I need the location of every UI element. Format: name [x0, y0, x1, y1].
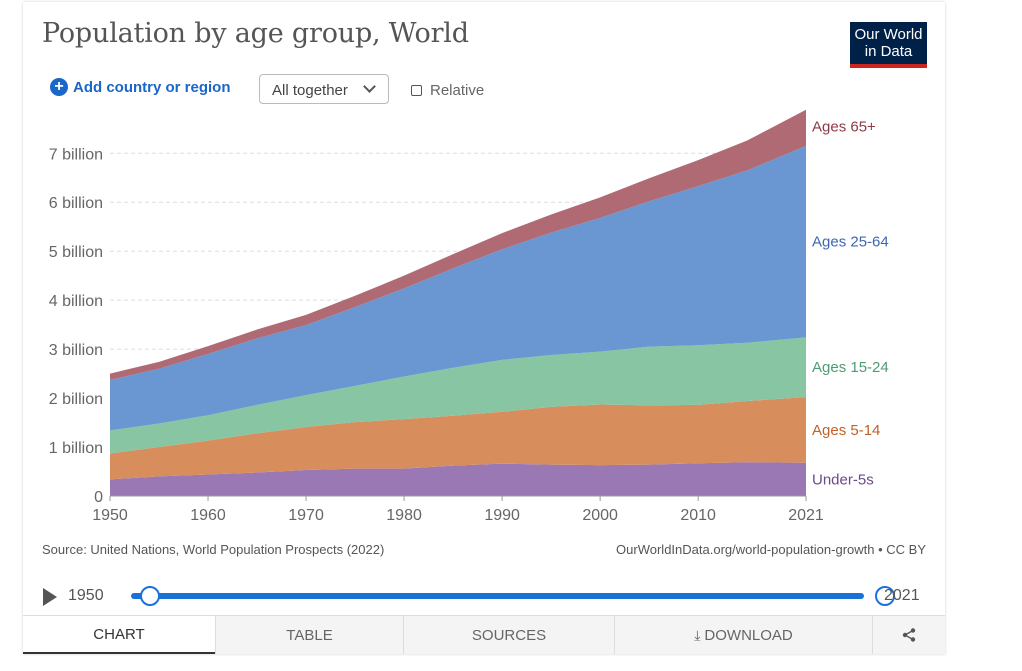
tab-sources-label: SOURCES: [471, 626, 547, 644]
y-tick-label: 7 billion: [49, 146, 103, 163]
tab-bar: CHART TABLE SOURCES ⤓ DOWNLOAD: [23, 615, 945, 654]
stacking-select[interactable]: All together: [259, 74, 389, 104]
y-tick-label: 4 billion: [49, 293, 103, 310]
logo-line-2: in Data: [864, 43, 913, 60]
x-tick-label: 2000: [582, 507, 618, 524]
series-label: Ages 5-14: [812, 422, 880, 439]
download-icon: ⤓: [694, 626, 701, 643]
tab-chart[interactable]: CHART: [23, 616, 215, 654]
x-tick-label: 2021: [788, 507, 824, 524]
tab-download[interactable]: ⤓ DOWNLOAD: [614, 616, 872, 654]
relative-checkbox[interactable]: [411, 85, 422, 96]
add-country-button[interactable]: + Add country or region: [50, 78, 231, 96]
tab-chart-label: CHART: [93, 625, 145, 643]
x-tick-label: 1970: [288, 507, 324, 524]
y-tick-label: 6 billion: [49, 195, 103, 212]
timeline-start-handle[interactable]: [140, 586, 160, 606]
relative-label: Relative: [430, 82, 485, 99]
series-label: Under-5s: [812, 471, 874, 488]
owid-logo[interactable]: Our World in Data: [850, 22, 927, 68]
add-country-label: Add country or region: [73, 78, 231, 96]
tab-table-label: TABLE: [286, 626, 333, 644]
share-button[interactable]: [872, 616, 945, 654]
timeline-start-year: 1950: [68, 587, 104, 604]
source-url-link[interactable]: OurWorldInData.org/world-population-grow…: [616, 542, 926, 557]
y-tick-label: 2 billion: [49, 391, 103, 408]
series-label: Ages 25-64: [812, 234, 889, 251]
plus-circle-icon: +: [50, 78, 68, 96]
area-ages-25-64: [110, 145, 806, 431]
x-tick-label: 1980: [386, 507, 422, 524]
y-tick-label: 0: [94, 489, 103, 506]
y-tick-label: 1 billion: [49, 440, 103, 457]
stacking-select-value: All together: [272, 82, 348, 99]
x-tick-label: 1960: [190, 507, 226, 524]
tab-download-label: DOWNLOAD: [704, 626, 793, 644]
timeline-end-handle[interactable]: [875, 586, 895, 606]
timeline-track[interactable]: [131, 593, 864, 599]
y-tick-label: 3 billion: [49, 342, 103, 359]
timeline-end-year: 2021: [884, 587, 920, 604]
chart-title: Population by age group, World: [42, 18, 469, 49]
logo-line-1: Our World: [854, 26, 923, 43]
source-note: Source: United Nations, World Population…: [42, 542, 385, 557]
relative-toggle[interactable]: Relative: [411, 82, 484, 99]
stacked-area-chart: 0 1 billion 2 billion 3 billion 4 billion 5 b…: [49, 109, 889, 524]
x-tick-label: 2010: [680, 507, 716, 524]
timeline: 1950 2021: [43, 584, 933, 608]
area-under-5s: [110, 462, 806, 496]
tab-sources[interactable]: SOURCES: [403, 616, 614, 654]
series-label: Ages 15-24: [812, 359, 889, 376]
chart-card: Population by age group, World Our World…: [23, 2, 945, 654]
area-ages-5-14: [110, 397, 806, 480]
series-label: Ages 65+: [812, 119, 876, 136]
x-tick-label: 1950: [92, 507, 128, 524]
share-icon: [902, 628, 916, 642]
y-tick-label: 5 billion: [49, 244, 103, 261]
tab-table[interactable]: TABLE: [215, 616, 403, 654]
x-tick-label: 1990: [484, 507, 520, 524]
play-icon[interactable]: [43, 588, 57, 606]
area-ages-15-24: [110, 337, 806, 454]
